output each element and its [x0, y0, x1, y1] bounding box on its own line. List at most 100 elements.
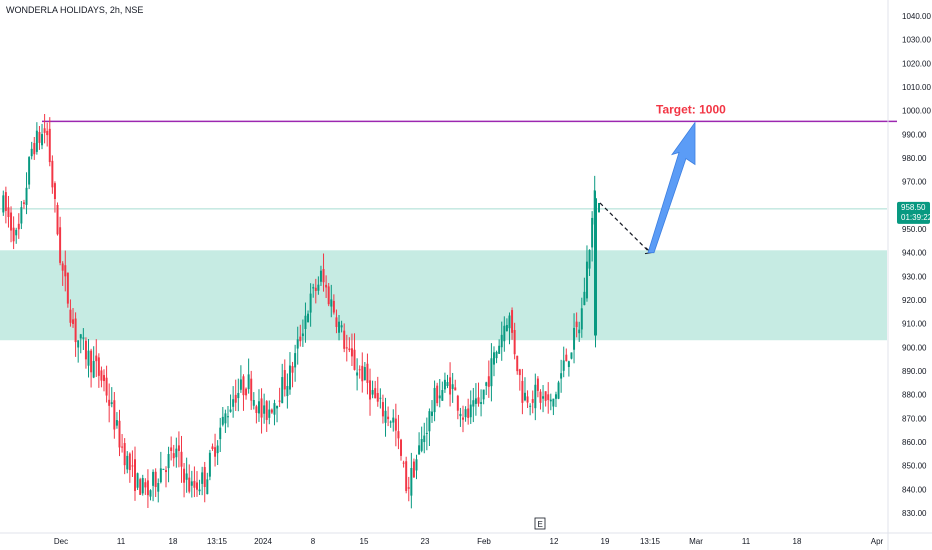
candle-body [278, 400, 281, 402]
candle-body [273, 403, 276, 415]
candle-body [265, 401, 268, 420]
candle-body [446, 382, 449, 386]
candle-body [513, 330, 516, 355]
candle-body [144, 482, 147, 488]
candle-body [10, 212, 13, 231]
candle-body [154, 471, 157, 488]
candle-body [325, 284, 328, 288]
candle-body [247, 374, 250, 390]
candle-body [134, 459, 136, 491]
candle-body [369, 380, 372, 400]
candle-body [575, 321, 578, 328]
price-tick-label: 990.00 [902, 130, 927, 139]
candle-body [591, 217, 594, 248]
price-tick-label: 980.00 [902, 154, 927, 163]
candle-body [12, 227, 15, 242]
candle-body [340, 325, 343, 328]
candle-body [291, 366, 294, 373]
candle-body [542, 396, 545, 399]
candle-body [105, 377, 108, 396]
candle-body [580, 308, 583, 330]
candle-body [115, 420, 118, 426]
candle-body [585, 261, 588, 299]
candle-body [552, 398, 555, 407]
candle-body [92, 361, 95, 378]
candle-body [97, 357, 100, 376]
candle-body [4, 192, 7, 211]
candle-body [418, 445, 421, 455]
zone-rect [0, 250, 887, 341]
candle-body [216, 445, 219, 454]
candle-body [482, 389, 485, 400]
candle-body [53, 183, 56, 200]
candle-body [309, 293, 312, 313]
candle-body [374, 388, 377, 399]
candle-body [503, 325, 506, 342]
earnings-marker[interactable]: E [534, 517, 546, 530]
candle-body [598, 202, 600, 213]
candle-body [46, 130, 49, 136]
candle-body [358, 369, 361, 371]
candle-body [314, 287, 317, 291]
candle-body [472, 400, 475, 407]
candle-body [573, 327, 576, 350]
current-price-badge: 958.50 01:39:22 [897, 201, 932, 224]
candle-body [69, 309, 72, 323]
candle-body [477, 397, 480, 404]
candle-body [20, 207, 23, 224]
price-axis[interactable]: 830.00 840.00 850.00 860.00 870.00 880.00 890.… [902, 12, 931, 518]
candle-body [183, 468, 186, 483]
projection [599, 121, 696, 255]
candle-body [356, 372, 359, 376]
candle-body [170, 447, 173, 451]
candle-body [547, 394, 550, 400]
candle-body [431, 411, 433, 416]
candle-body [508, 315, 511, 329]
candle-body [565, 354, 568, 362]
candle-body [252, 400, 255, 406]
candle-body [462, 417, 464, 420]
time-tick-label: 13:15 [640, 537, 661, 546]
price-tick-label: 970.00 [902, 178, 927, 187]
candle-body [412, 461, 415, 478]
candle-body [449, 377, 452, 395]
time-axis[interactable]: Dec 11 18 13:15 2024 8 15 23 Feb 12 19 13:15 Mar 11 18… [54, 537, 884, 546]
candle-body [400, 439, 403, 456]
candle-body [500, 334, 503, 348]
candle-body [237, 392, 240, 399]
candle-body [283, 370, 286, 390]
candle-body [157, 482, 160, 492]
candle-body [583, 291, 586, 306]
time-tick-label: 8 [311, 537, 316, 546]
time-tick-label: Apr [871, 537, 884, 546]
time-tick-label: 11 [117, 537, 126, 546]
candle-body [193, 480, 196, 488]
candle-body [226, 416, 229, 418]
candle-body [338, 321, 341, 333]
earnings-marker-box [534, 517, 546, 530]
candle-body [51, 160, 54, 188]
price-tick-label: 1040.00 [902, 12, 931, 21]
candle-body [250, 378, 253, 401]
candle-body [588, 249, 591, 269]
candle-body [350, 348, 353, 357]
candle-body [123, 443, 126, 466]
candle-body [361, 365, 364, 382]
candle-body [389, 421, 392, 423]
candle-body [518, 369, 521, 376]
candle-body [59, 227, 62, 263]
candle-body [536, 378, 539, 391]
price-tick-label: 1020.00 [902, 59, 931, 68]
candle-body [177, 445, 180, 451]
candle-body [64, 265, 67, 277]
candle-body [167, 453, 170, 469]
candle-body [15, 229, 18, 236]
candle-body [232, 399, 235, 407]
candle-body [505, 325, 508, 331]
candle-body [214, 447, 217, 457]
candle-body [198, 489, 201, 492]
candle-body [485, 382, 488, 386]
candle-body [128, 453, 131, 471]
candle-body [66, 272, 69, 304]
